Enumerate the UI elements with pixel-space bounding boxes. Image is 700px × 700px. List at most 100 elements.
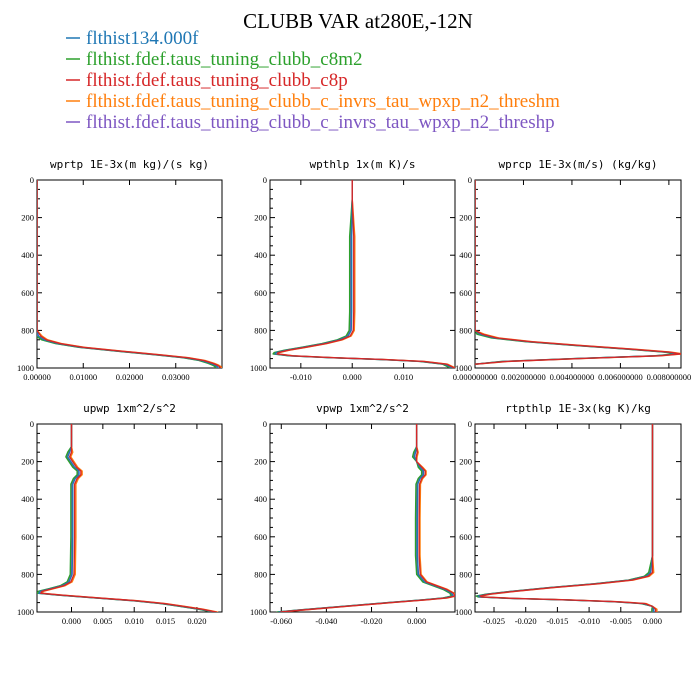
series-line-4 [277,180,455,368]
series-line-4 [475,180,681,365]
series-line-1 [477,424,655,612]
x-tick-label: -0.005 [610,616,632,626]
plot-frame [36,179,223,369]
panel-title: vpwp 1xm^2/s^2 [316,402,409,415]
series-line-2 [475,180,677,365]
y-tick-label: 200 [254,213,267,223]
x-tick-label: 0.03000 [162,372,190,382]
series-group [276,424,455,612]
x-tick-label: -0.020 [515,616,537,626]
x-tick-label: 0.005 [93,616,112,626]
y-tick-label: 800 [459,569,472,579]
series-line-3 [40,424,218,612]
series-line-3 [479,424,657,612]
y-tick-label: 400 [21,494,34,504]
y-tick-label: 1000 [17,363,34,373]
plot-frame [474,423,682,613]
y-tick-label: 800 [254,325,267,335]
series-line-4 [37,180,222,368]
x-tick-label: 0.02000 [116,372,144,382]
figure-title: CLUBB VAR at280E,-12N [243,9,473,33]
y-tick-label: 0 [468,175,472,185]
x-tick-label: -0.015 [546,616,568,626]
series-line-1 [38,424,216,612]
series-line-5 [37,180,218,368]
x-tick-label: 0.000 [343,372,362,382]
x-tick-label: -0.020 [361,616,383,626]
x-tick-label: 0.002000000 [501,372,546,382]
y-tick-label: 1000 [250,607,267,617]
y-tick-label: 0 [30,175,34,185]
series-line-2 [37,424,214,612]
y-tick-label: 1000 [455,607,472,617]
x-tick-label: 0.006000000 [598,372,643,382]
series-line-1 [475,180,680,365]
x-tick-label: 0.000 [407,616,426,626]
series-group [37,424,219,612]
y-tick-label: 800 [21,325,34,335]
series-group [475,180,681,365]
panel-title: wpthlp 1x(m K)/s [310,158,416,171]
y-tick-label: 1000 [250,363,267,373]
legend-label-2: flthist.fdef.taus_tuning_clubb_c8m2 [86,49,363,70]
x-tick-label: 0.000 [62,616,81,626]
x-tick-label: 0.010 [394,372,413,382]
x-tick-label: -0.010 [578,616,600,626]
y-tick-label: 800 [254,569,267,579]
y-tick-label: 1000 [455,363,472,373]
series-group [37,180,222,368]
legend: flthist134.000fflthist.fdef.taus_tuning_… [66,28,560,133]
y-tick-label: 200 [459,457,472,467]
y-tick-label: 200 [21,213,34,223]
x-tick-label: 0.000000000 [453,372,498,382]
x-tick-label: 0.00000 [23,372,51,382]
legend-label-3: flthist.fdef.taus_tuning_clubb_c8p [86,70,348,91]
y-tick-label: 800 [459,325,472,335]
panel-title: wprtp 1E-3x(m kg)/(s kg) [50,158,209,171]
y-tick-label: 400 [254,250,267,260]
y-tick-label: 1000 [17,607,34,617]
y-tick-label: 0 [263,175,267,185]
y-tick-label: 200 [21,457,34,467]
y-tick-label: 600 [254,532,267,542]
y-tick-label: 600 [459,532,472,542]
series-group [475,424,658,612]
panel-title: rtpthlp 1E-3x(kg K)/kg [505,402,651,415]
x-tick-label: -0.010 [290,372,312,382]
legend-label-1: flthist134.000f [86,28,199,49]
y-tick-label: 400 [459,250,472,260]
panel-3: wprcp 1E-3x(m/s) (kg/kg) 0 200 400 600 800 100… [453,158,692,382]
panel-title: wprcp 1E-3x(m/s) (kg/kg) [499,158,658,171]
y-tick-label: 600 [254,288,267,298]
series-line-2 [37,180,217,368]
y-tick-label: 200 [459,213,472,223]
x-tick-label: -0.025 [483,616,505,626]
y-tick-label: 200 [254,457,267,467]
series-line-2 [272,180,452,368]
series-line-2 [475,424,654,612]
panels-grid: wprtp 1E-3x(m kg)/(s kg) 0 200 400 600 800 100… [17,158,691,626]
series-line-5 [273,180,453,368]
y-tick-label: 600 [21,532,34,542]
x-tick-label: 0.010 [125,616,144,626]
x-tick-label: 0.000 [643,616,662,626]
legend-label-5: flthist.fdef.taus_tuning_clubb_c_invrs_t… [86,112,555,133]
series-line-1 [37,180,220,368]
x-tick-label: 0.004000000 [550,372,595,382]
series-line-3 [37,180,222,368]
y-tick-label: 400 [21,250,34,260]
y-tick-label: 800 [21,569,34,579]
panel-2: wpthlp 1x(m K)/s 0 200 400 600 800 1000 -0.010 0… [250,158,456,382]
x-tick-label: -0.060 [270,616,292,626]
y-tick-label: 600 [21,288,34,298]
series-group [272,180,455,368]
y-tick-label: 400 [254,494,267,504]
panel-title: upwp 1xm^2/s^2 [83,402,176,415]
panel-4: upwp 1xm^2/s^2 0 200 400 600 800 1000 0.000 0.00… [17,402,223,626]
panel-6: rtpthlp 1E-3x(kg K)/kg 0 200 400 600 800 1000 -… [455,402,682,626]
x-tick-label: 0.015 [156,616,175,626]
series-line-3 [280,424,455,612]
x-tick-label: 0.01000 [69,372,97,382]
panel-1: wprtp 1E-3x(m kg)/(s kg) 0 200 400 600 800 100… [17,158,223,382]
